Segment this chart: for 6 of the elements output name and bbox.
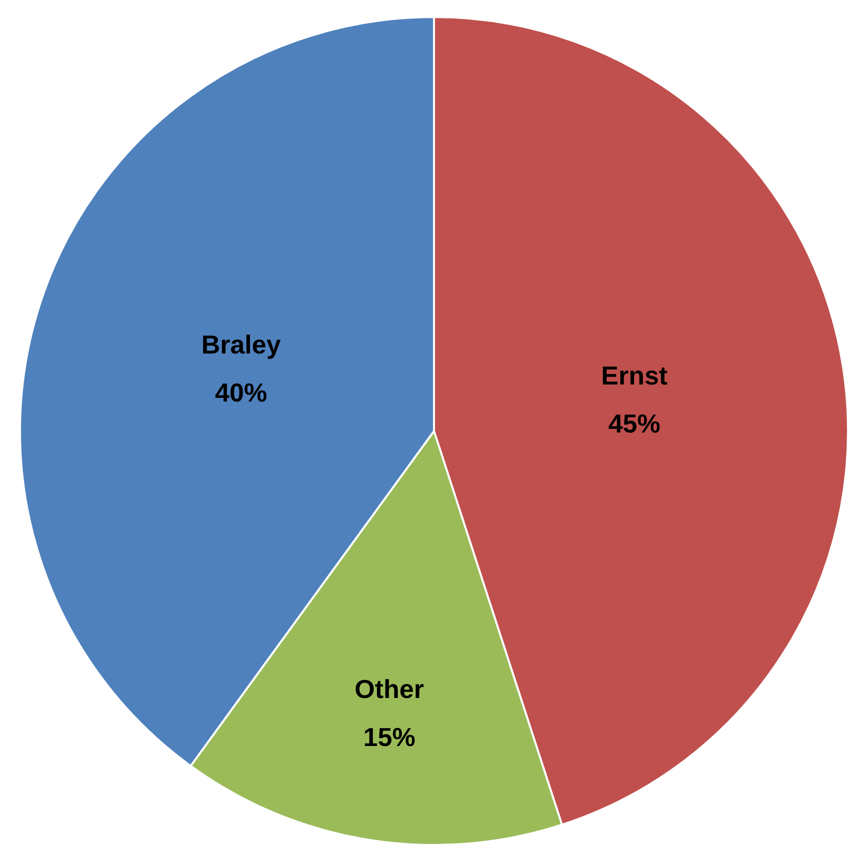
data-label: 45% <box>608 408 660 438</box>
data-label: 40% <box>215 377 268 408</box>
slice-label: Other <box>354 674 424 704</box>
slice-label: Ernst <box>601 360 668 390</box>
data-label: 15% <box>363 722 416 752</box>
slice-label: Braley <box>201 329 282 360</box>
